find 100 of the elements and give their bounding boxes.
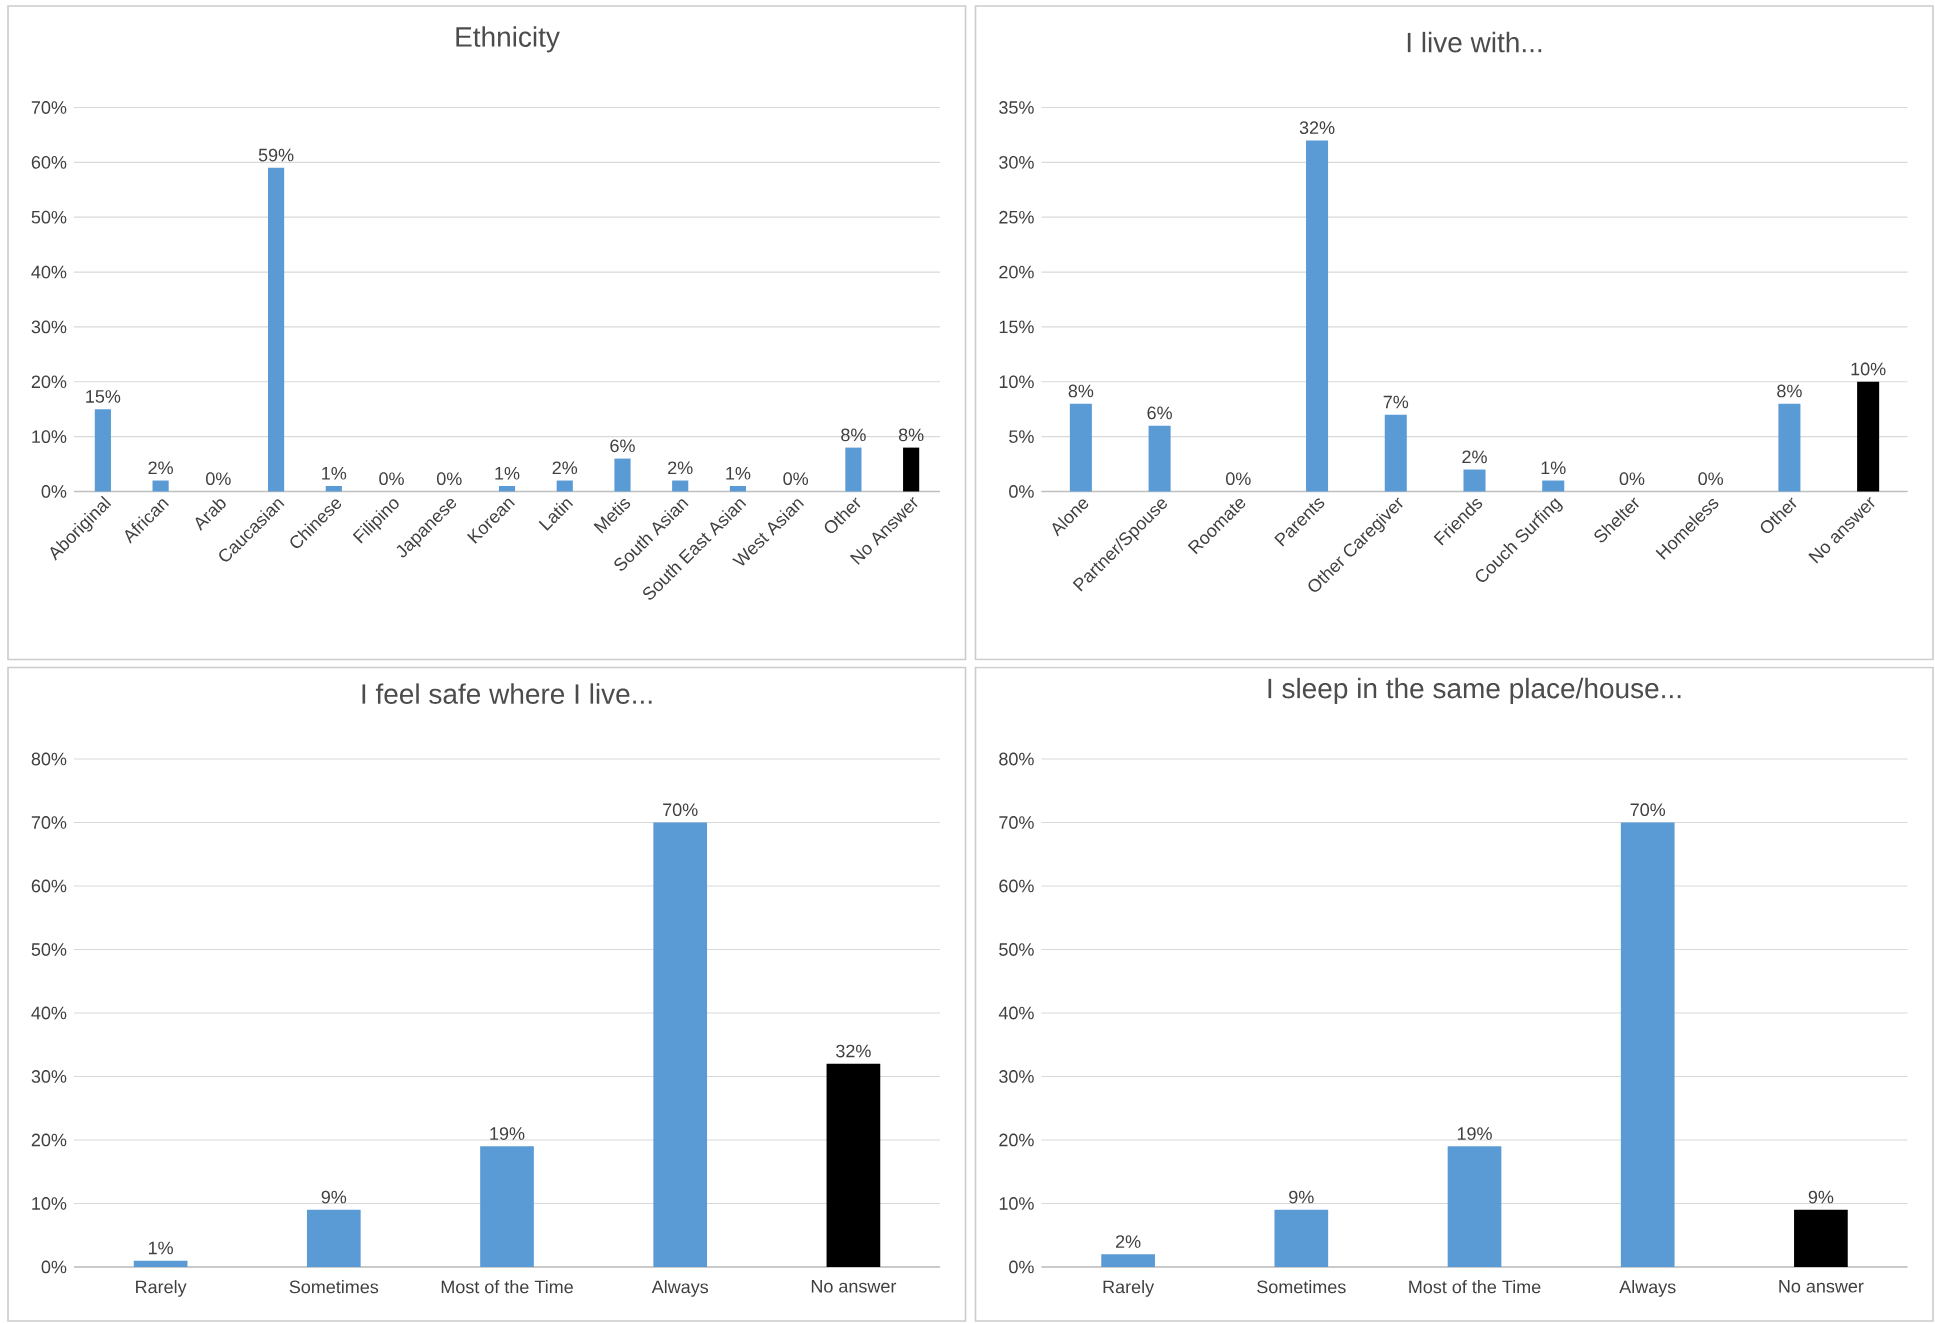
x-tick-label: Sometimes [1257, 1280, 1346, 1294]
y-tick-label: 20% [31, 1133, 67, 1147]
bar [267, 167, 285, 492]
bar [1306, 140, 1329, 492]
y-tick-label: 40% [31, 1006, 67, 1020]
y-tick-label: 50% [31, 210, 67, 224]
data-label: 2% [1116, 1235, 1141, 1248]
y-tick-label: 5% [1009, 430, 1034, 443]
data-label: 2% [148, 461, 173, 475]
bar [152, 480, 169, 492]
data-label: 2% [552, 461, 578, 475]
data-label: 19% [1457, 1127, 1492, 1140]
x-tick-label: No answer [811, 1280, 897, 1293]
data-label: 0% [1226, 472, 1251, 486]
bar [1857, 381, 1880, 492]
x-tick-label: No answer [1779, 1280, 1864, 1293]
data-label: 1% [495, 467, 520, 480]
data-label: 0% [1698, 472, 1724, 486]
y-tick-label: 70% [31, 101, 67, 114]
chart-title: I feel safe where I live... [362, 683, 652, 704]
data-label: 2% [668, 461, 693, 475]
data-label: 6% [610, 439, 635, 453]
data-label: 0% [783, 472, 809, 486]
x-tick-label: Most of the Time [441, 1280, 573, 1294]
bar [672, 480, 689, 492]
data-label: 1% [726, 467, 751, 480]
data-label: 8% [1777, 384, 1802, 398]
bar [1447, 1146, 1502, 1267]
bar [1148, 425, 1171, 492]
y-tick-label: 10% [32, 430, 67, 444]
bar [480, 1146, 534, 1267]
y-tick-label: 80% [31, 752, 67, 766]
bar [1384, 414, 1407, 492]
y-tick-label: 20% [999, 1133, 1034, 1147]
data-label: 0% [436, 472, 462, 486]
y-tick-label: 25% [999, 210, 1034, 224]
y-tick-label: 0% [41, 1260, 67, 1274]
bar [826, 1063, 881, 1267]
bar [94, 409, 111, 492]
y-tick-label: 10% [999, 1197, 1034, 1210]
y-tick-label: 50% [999, 943, 1034, 956]
data-label: 1% [322, 467, 347, 480]
bar [1274, 1209, 1329, 1267]
chart-title: I live with... [1407, 31, 1542, 53]
x-tick-label: Rarely [1103, 1280, 1155, 1297]
bar [903, 447, 920, 492]
y-tick-label: 10% [32, 1197, 67, 1210]
bar [1778, 403, 1801, 492]
data-label: 9% [1289, 1190, 1314, 1204]
y-tick-label: 30% [31, 1070, 67, 1083]
bar [306, 1209, 361, 1267]
bar [845, 447, 862, 492]
data-label: 70% [1630, 803, 1666, 817]
bar [325, 486, 342, 492]
data-label: 9% [1808, 1190, 1834, 1204]
data-label: 9% [321, 1190, 347, 1204]
y-tick-label: 40% [31, 265, 67, 279]
data-label: 8% [1068, 384, 1094, 398]
y-tick-label: 60% [31, 155, 67, 169]
y-tick-label: 40% [998, 1006, 1034, 1020]
data-label: 1% [1541, 461, 1566, 475]
data-label: 2% [1462, 450, 1487, 464]
data-label: 8% [898, 428, 924, 442]
y-tick-label: 60% [31, 879, 67, 893]
bar [1794, 1209, 1848, 1267]
y-tick-label: 30% [999, 1070, 1034, 1083]
data-label: 0% [1619, 472, 1645, 486]
x-tick-label: Always [1619, 1280, 1676, 1297]
data-label: 1% [148, 1241, 173, 1255]
data-label: 32% [836, 1044, 871, 1058]
data-label: 19% [490, 1127, 525, 1140]
data-label: 10% [1851, 362, 1886, 376]
bar [614, 458, 631, 492]
data-label: 59% [258, 148, 294, 162]
chart-title: I sleep in the same place/house... [1268, 677, 1681, 704]
x-tick-label: Always [651, 1280, 709, 1297]
x-tick-label: Most of the Time [1409, 1280, 1541, 1294]
y-tick-label: 60% [999, 879, 1034, 893]
y-tick-label: 0% [1009, 485, 1034, 498]
data-label: 15% [86, 390, 121, 403]
data-label: 8% [841, 428, 866, 442]
y-tick-label: 30% [31, 320, 67, 334]
bar [498, 486, 516, 492]
y-tick-label: 70% [31, 816, 67, 829]
y-tick-label: 20% [31, 375, 67, 389]
y-tick-label: 80% [999, 752, 1034, 766]
bar [1069, 403, 1092, 492]
bar [653, 822, 708, 1267]
bar [133, 1260, 188, 1267]
data-label: 70% [663, 803, 698, 817]
x-tick-label: Rarely [136, 1280, 187, 1297]
x-tick-label: Sometimes [289, 1280, 379, 1294]
y-tick-label: 35% [999, 101, 1034, 114]
y-tick-label: 50% [31, 943, 67, 956]
data-label: 7% [1383, 395, 1409, 409]
data-label: 6% [1147, 406, 1172, 420]
y-tick-label: 10% [999, 375, 1034, 389]
chart-title: Ethnicity [456, 26, 560, 53]
bar [729, 486, 747, 492]
y-tick-label: 0% [41, 485, 67, 498]
